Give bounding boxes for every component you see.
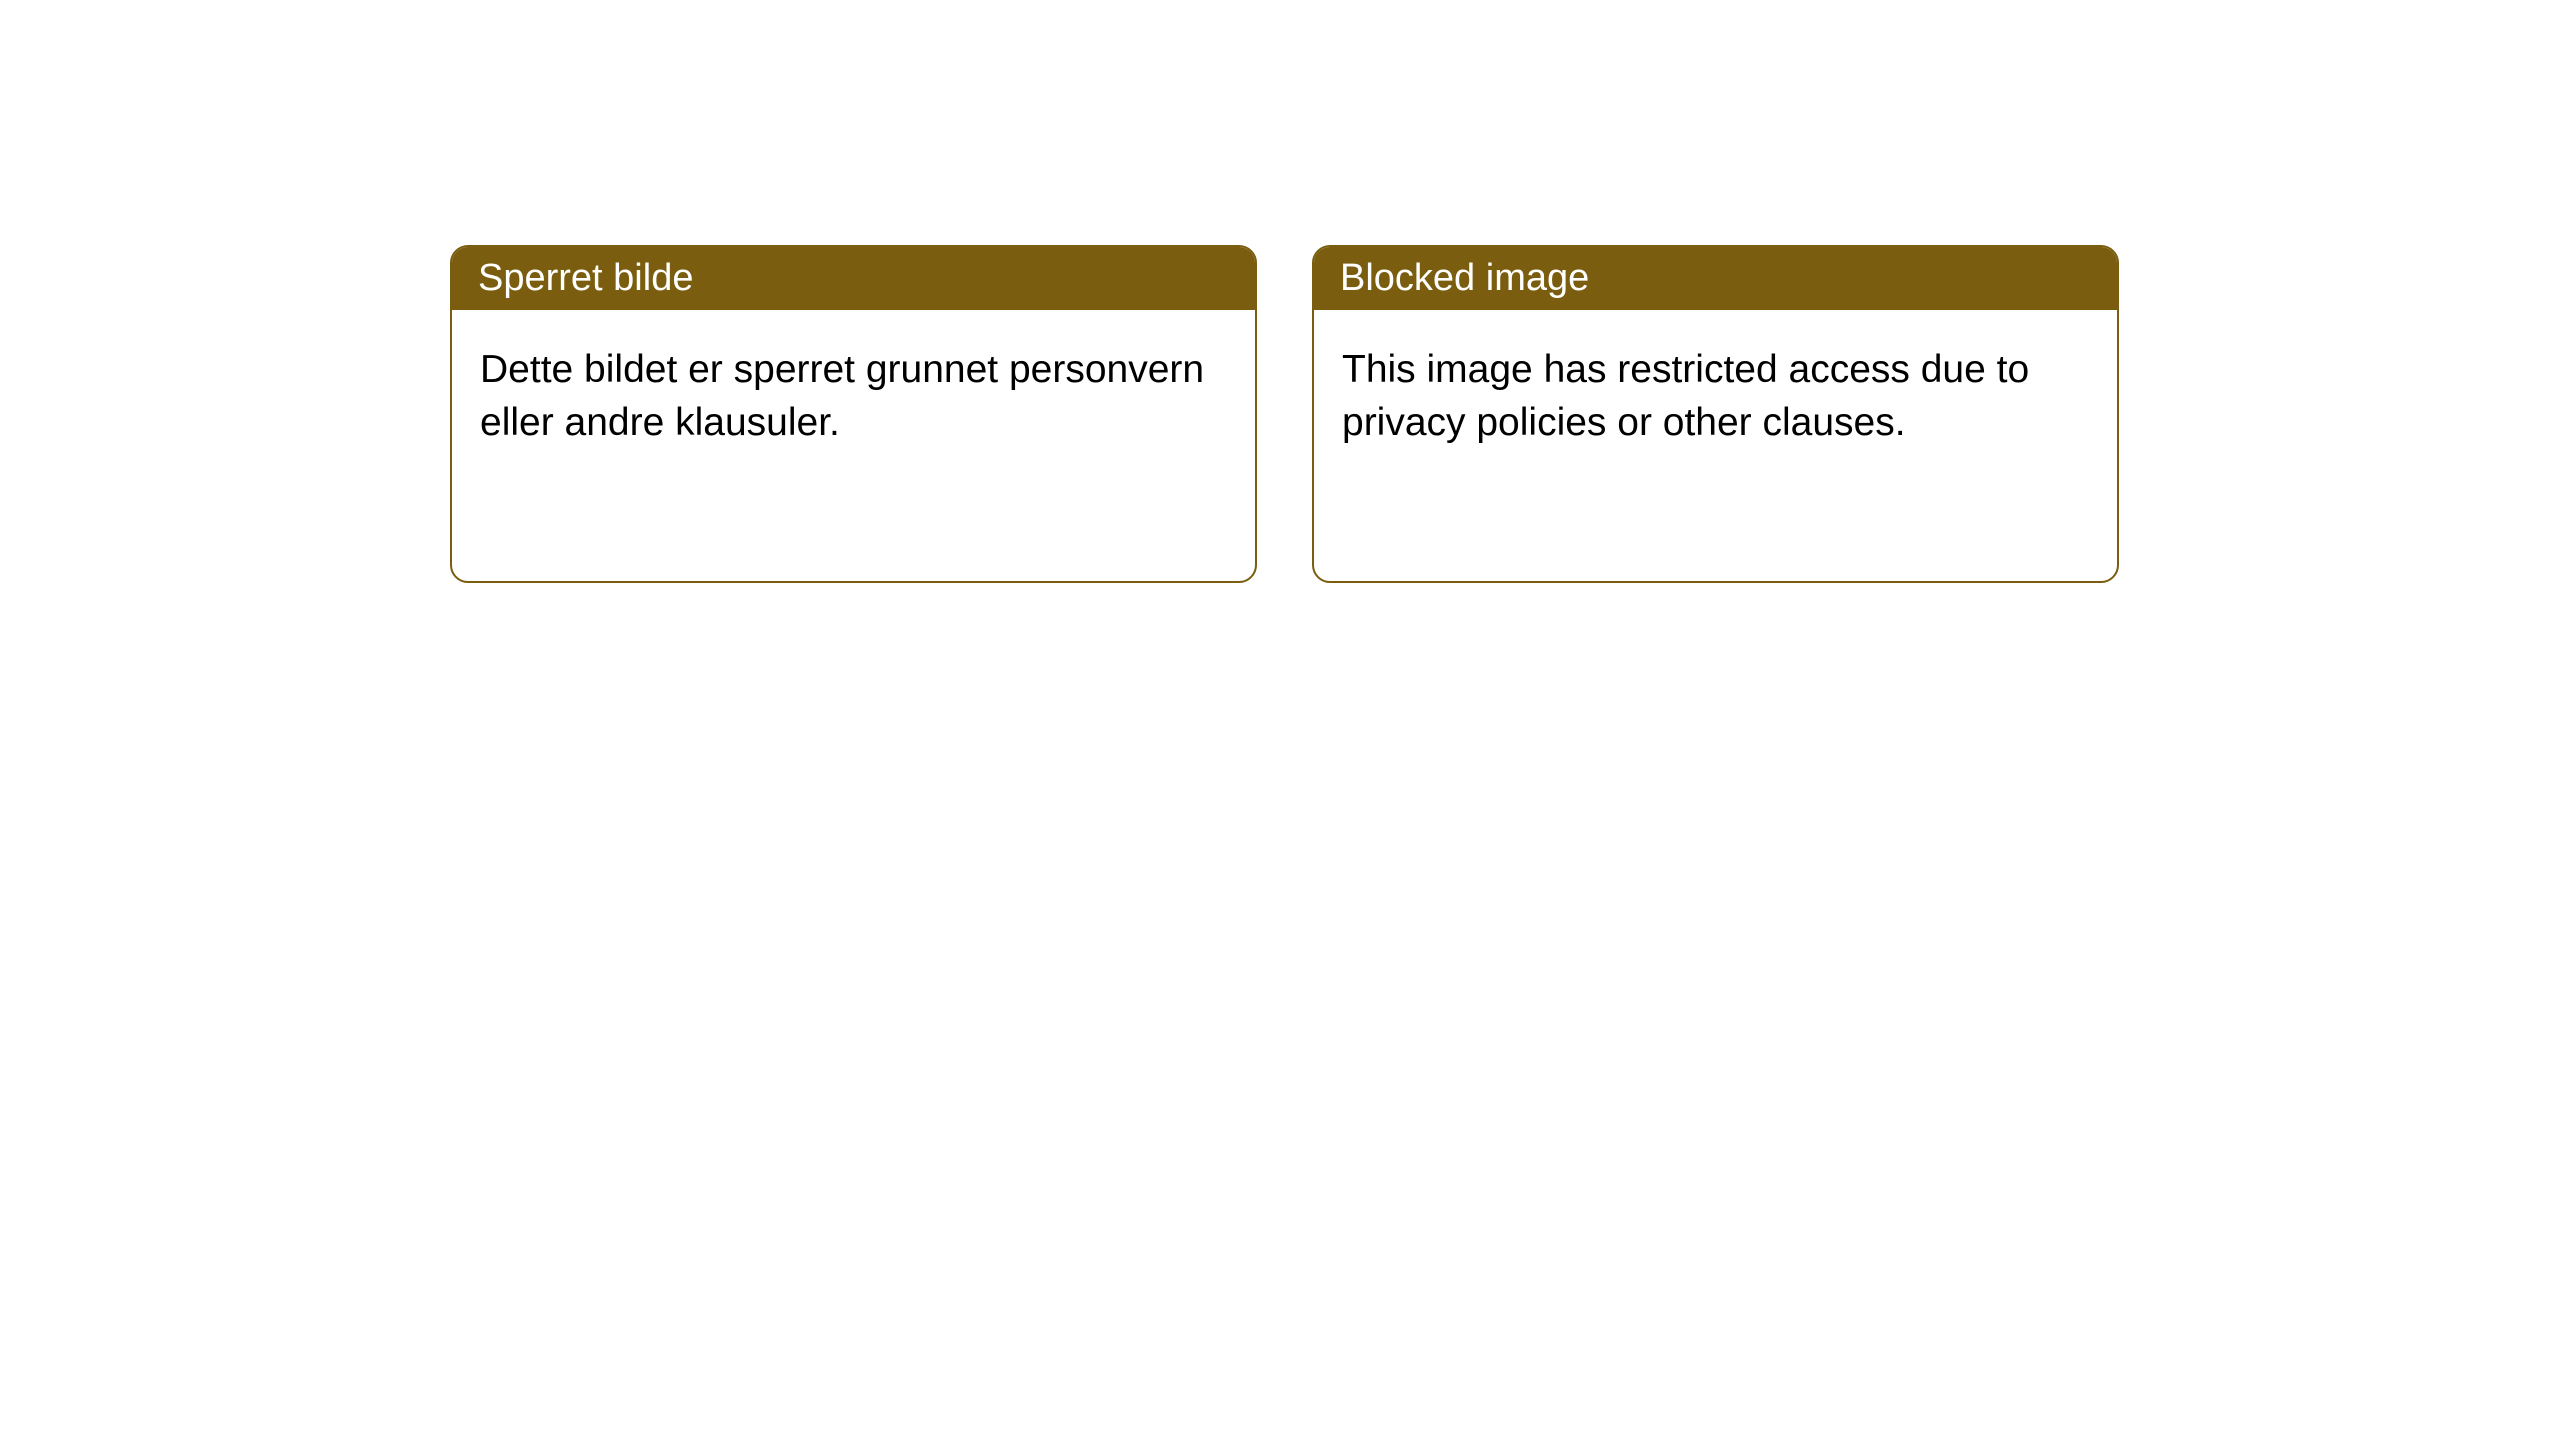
card-text: Dette bildet er sperret grunnet personve… [480,348,1204,444]
card-body: This image has restricted access due to … [1314,310,2117,483]
card-title: Blocked image [1340,257,1589,299]
card-title: Sperret bilde [478,257,693,299]
card-header: Sperret bilde [452,247,1255,310]
notice-card-norwegian: Sperret bilde Dette bildet er sperret gr… [450,245,1257,583]
card-text: This image has restricted access due to … [1342,348,2029,444]
notice-card-english: Blocked image This image has restricted … [1312,245,2119,583]
notice-container: Sperret bilde Dette bildet er sperret gr… [0,0,2560,583]
card-header: Blocked image [1314,247,2117,310]
card-body: Dette bildet er sperret grunnet personve… [452,310,1255,483]
